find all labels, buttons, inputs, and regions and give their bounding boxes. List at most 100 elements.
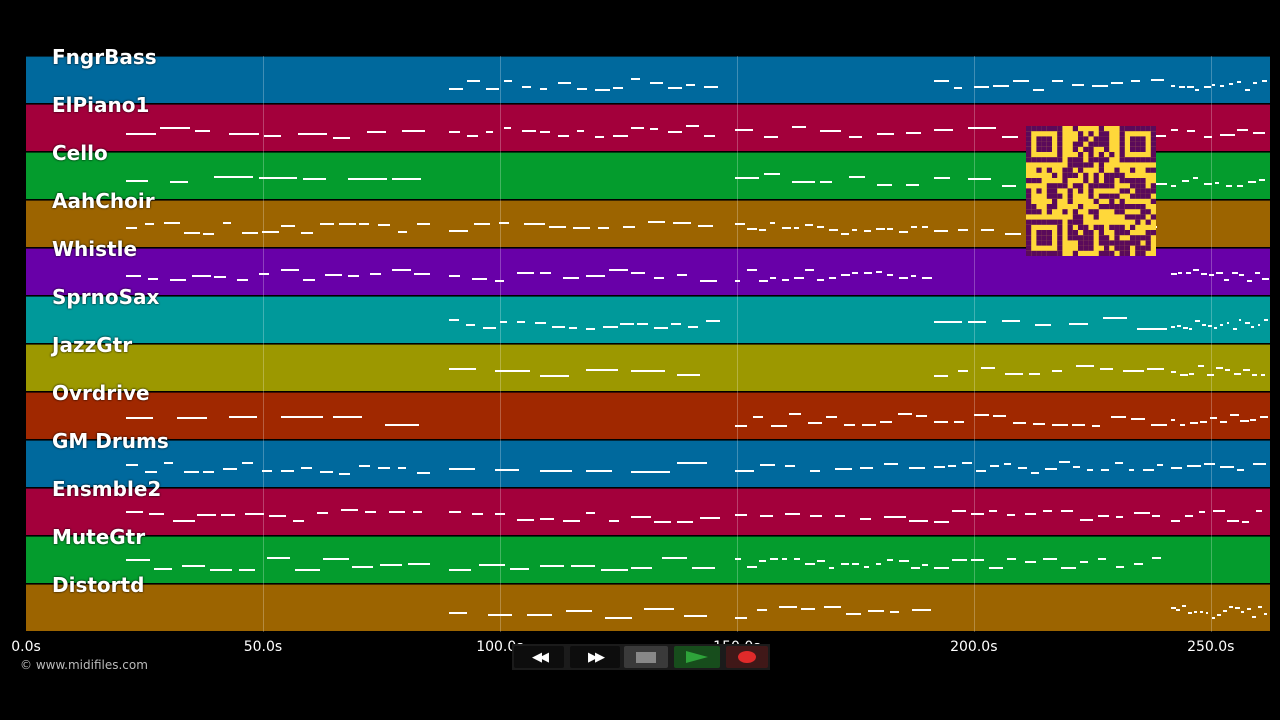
- track-lane: Ovrdrive: [26, 381, 1270, 439]
- midi-note: [125, 274, 142, 277]
- track-lane: MuteGtr: [26, 525, 1270, 583]
- midi-note: [1001, 135, 1018, 138]
- midi-note: [735, 513, 748, 516]
- midi-note: [791, 180, 816, 183]
- midi-note: [887, 273, 894, 276]
- midi-note: [449, 319, 460, 322]
- midi-note: [483, 327, 496, 330]
- midi-note: [1170, 371, 1176, 373]
- midi-note: [229, 416, 257, 419]
- midi-note: [975, 469, 987, 472]
- midi-note: [852, 562, 860, 565]
- midi-note: [192, 274, 211, 277]
- stop-button[interactable]: [624, 646, 668, 668]
- midi-note: [863, 566, 870, 569]
- midi-note: [585, 275, 605, 277]
- midi-note: [781, 227, 791, 229]
- midi-note: [1187, 465, 1202, 467]
- midi-note: [934, 177, 951, 180]
- midi-note: [1043, 558, 1057, 561]
- midi-note: [1198, 511, 1206, 514]
- fast-forward-icon: ▶▶: [588, 649, 605, 665]
- midi-note: [1261, 374, 1266, 376]
- fast-forward-button[interactable]: ▶▶: [570, 646, 620, 668]
- midi-note: [649, 82, 664, 85]
- midi-note: [125, 511, 144, 514]
- midi-note: [488, 613, 512, 616]
- midi-note: [1001, 319, 1020, 322]
- midi-note: [989, 465, 999, 468]
- midi-note: [686, 83, 695, 86]
- midi-note: [1246, 607, 1252, 610]
- track-lane: Distortd: [26, 573, 1270, 631]
- midi-note: [1111, 82, 1124, 85]
- midi-note: [1247, 279, 1252, 282]
- midi-note: [781, 279, 789, 282]
- midi-note: [517, 320, 526, 323]
- midi-note: [1012, 422, 1026, 425]
- midi-note: [746, 269, 757, 271]
- midi-note: [563, 277, 579, 280]
- midi-note: [1252, 616, 1256, 619]
- midi-note: [758, 279, 768, 282]
- midi-note: [1245, 88, 1251, 91]
- midi-note: [840, 274, 851, 277]
- midi-note: [485, 88, 499, 91]
- midi-note: [281, 415, 324, 418]
- midi-note: [637, 323, 649, 326]
- midi-note: [1188, 372, 1194, 375]
- midi-note: [1028, 373, 1040, 376]
- midi-note: [602, 326, 618, 329]
- midi-note: [735, 469, 754, 472]
- track-name: MuteGtr: [52, 525, 146, 549]
- midi-note: [1152, 557, 1162, 560]
- midi-note: [1224, 278, 1229, 281]
- midi-note: [672, 221, 691, 224]
- midi-note: [1025, 513, 1036, 516]
- midi-note: [770, 558, 778, 561]
- midi-note: [631, 370, 666, 372]
- midi-note: [934, 520, 949, 523]
- midi-note: [993, 84, 1010, 87]
- midi-note: [449, 87, 463, 90]
- midi-note: [805, 224, 813, 227]
- midi-note: [1032, 88, 1044, 91]
- midi-note: [1210, 417, 1217, 420]
- midi-note: [905, 131, 922, 134]
- midi-note: [1072, 83, 1085, 86]
- midi-note: [1213, 509, 1225, 512]
- midi-note: [358, 223, 370, 226]
- midi-note: [631, 126, 644, 129]
- midi-note: [988, 566, 1003, 569]
- midi-note: [1170, 467, 1183, 470]
- record-icon: [738, 651, 756, 663]
- midi-note: [1185, 272, 1191, 275]
- midi-note: [449, 468, 475, 471]
- midi-note: [793, 558, 800, 561]
- midi-note: [649, 128, 659, 131]
- midi-note: [1091, 85, 1108, 88]
- midi-note: [258, 272, 269, 275]
- midi-note: [1229, 606, 1234, 609]
- midi-note: [1180, 423, 1186, 426]
- track-name: Cello: [52, 141, 108, 165]
- track-name: ElPiano1: [52, 93, 150, 117]
- midi-note: [1006, 513, 1016, 516]
- play-button[interactable]: [674, 646, 720, 668]
- midi-note: [934, 374, 949, 377]
- midi-note: [1142, 469, 1155, 472]
- midi-note: [1262, 278, 1269, 280]
- rewind-button[interactable]: ◀◀: [514, 646, 564, 668]
- midi-note: [340, 509, 358, 512]
- record-button[interactable]: [726, 646, 768, 668]
- midi-note: [169, 180, 188, 183]
- midi-note: [953, 420, 965, 423]
- track-name: Ovrdrive: [52, 381, 150, 405]
- midi-note: [384, 423, 420, 426]
- midi-note: [293, 519, 305, 522]
- midi-note: [594, 88, 611, 91]
- midi-note: [1114, 461, 1123, 464]
- midi-note: [1233, 372, 1242, 375]
- midi-note: [521, 86, 532, 88]
- midi-note: [916, 414, 928, 417]
